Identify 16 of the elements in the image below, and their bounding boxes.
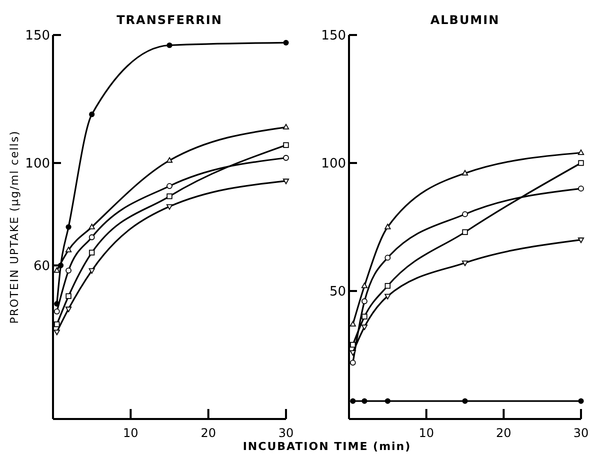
y-tick-label: 100 [25,156,50,172]
x-tick-label: 10 [123,426,138,440]
x-tick-label: 30 [278,426,294,440]
x-tick-label: 30 [573,426,589,440]
y-tick-label: 100 [321,156,346,172]
chart-title: ALBUMIN [430,13,500,27]
x-tick-label: 20 [200,426,216,440]
x-tick-label: 20 [496,426,512,440]
y-tick-label: 150 [321,28,346,44]
y-tick-label: 50 [329,284,346,300]
y-tick-label: 150 [25,28,50,44]
x-tick-label: 10 [418,426,434,440]
chart-title: TRANSFERRIN [116,13,222,27]
y-tick-label: 60 [33,258,50,274]
y-axis-title: PROTEIN UPTAKE (μg/ml cells) [8,130,21,324]
x-axis-title: INCUBATION TIME (min) [242,440,412,453]
